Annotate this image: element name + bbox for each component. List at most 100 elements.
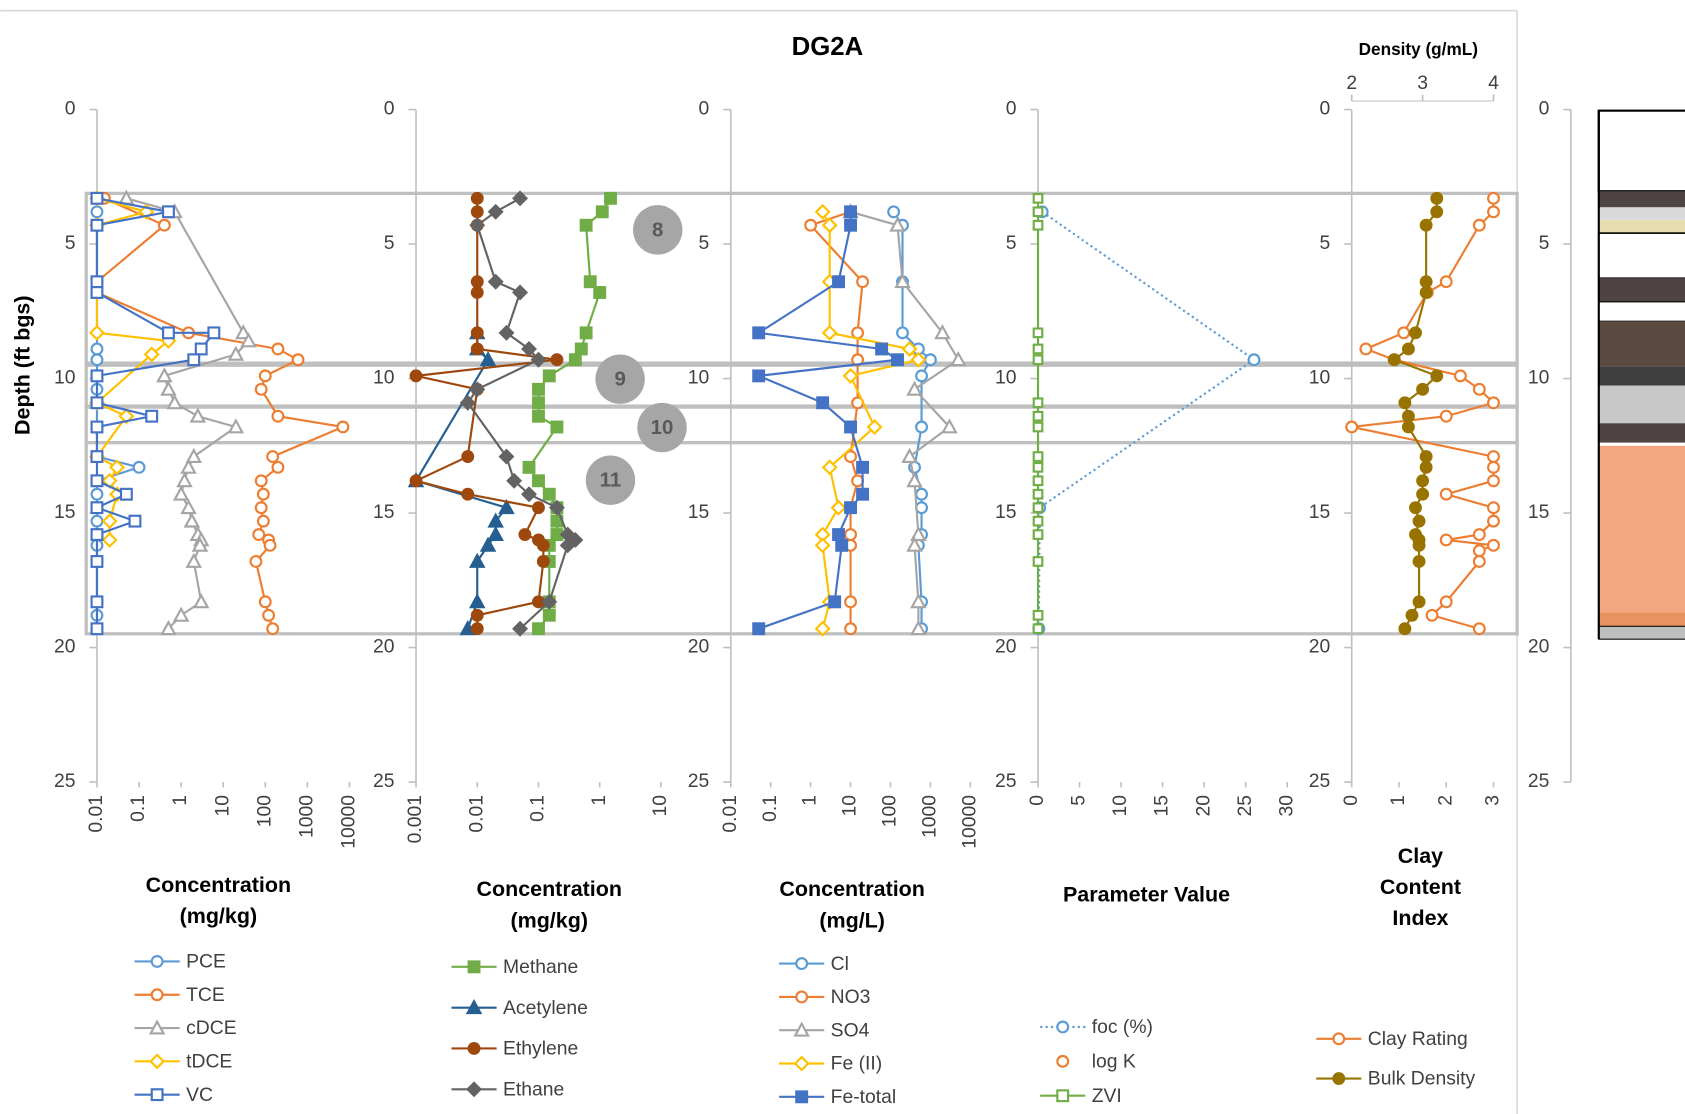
data-point [470,205,484,219]
data-point [90,353,104,367]
legend-marker [793,1021,810,1037]
y-axis-label: Depth (ft bgs) [11,295,35,435]
data-point [844,205,858,219]
y-tick-label: 25 [1309,771,1331,792]
data-point [1247,353,1261,367]
data-point [828,595,842,609]
y-tick-label: 20 [688,637,710,658]
x-tick-label: 0.01 [720,795,741,833]
y-tick-label: 5 [1319,233,1330,254]
data-point [542,608,556,622]
data-point [162,326,175,340]
data-point [906,536,923,552]
zone-label: 9 [614,369,625,391]
y-tick-label: 10 [54,368,75,389]
data-point [851,326,865,340]
data-point [1032,515,1044,527]
data-point [1439,409,1453,423]
y-tick-label: 0 [384,99,395,120]
data-point [1032,397,1044,409]
x-tick-label: 1000 [296,795,317,838]
x-tick-label: 1000 [920,795,941,838]
data-point [1032,192,1044,204]
data-point [1398,622,1412,636]
x-tick-label: 0.001 [405,795,426,843]
x-axis-label: Parameter Value [1063,883,1230,907]
zone-label: 11 [600,470,622,492]
layer [1597,109,1685,193]
series [1032,192,1044,635]
data-point [1487,538,1500,552]
data-point [532,474,545,488]
zone-badge [595,354,645,404]
layer [1598,301,1685,322]
zone-badge [633,205,683,255]
data-point [506,472,523,489]
legend-label: Fe (II) [831,1054,883,1075]
data-point [1032,343,1044,355]
y-tick-label: 10 [995,368,1017,389]
lithology-column [1597,109,1685,640]
data-point [1472,622,1486,636]
series [1387,191,1444,636]
x-tick-label: 100 [254,795,275,827]
data-point [461,487,475,501]
data-point [814,537,831,554]
data-point [842,367,859,384]
data-point [923,353,937,367]
y-tick-label: 20 [373,637,395,658]
x-axis-label: Content [1380,875,1461,899]
data-point [542,369,556,383]
data-point [192,593,210,609]
data-point [90,501,104,515]
legend-label: Ethane [503,1079,564,1100]
legend-marker [795,1090,809,1104]
data-point [90,396,104,410]
x-tick-label: 0.01 [466,795,487,833]
data-point [1487,205,1500,219]
y-tick-label: 5 [384,233,395,254]
data-point [1425,608,1439,622]
data-point [249,555,263,568]
x-tick-label: 10000 [959,795,980,849]
data-point [90,487,104,501]
data-point [1359,342,1373,356]
data-point [844,420,858,434]
data-point [1419,275,1433,289]
data-point [461,450,475,464]
data-point [176,472,193,488]
data-point [180,498,197,515]
y-tick-label: 15 [995,502,1017,523]
legend-label: cDCE [186,1018,237,1039]
data-point [1032,327,1044,339]
data-point [189,407,207,423]
x-tick-label: 100 [880,795,901,827]
data-point [470,326,484,340]
legend-label: Fe-total [831,1087,897,1108]
data-point [109,459,126,476]
data-point [1419,286,1433,299]
data-point [1430,205,1444,219]
data-point [856,460,870,474]
data-point [1487,396,1500,410]
data-point [172,606,190,622]
chart-title: DG2A [792,33,864,61]
data-point [532,622,545,636]
data-point [530,351,547,368]
x-tick-label: 0.1 [128,795,149,822]
data-point [90,369,104,383]
y-tick-label: 25 [54,771,75,792]
data-point [90,514,104,528]
data-point [498,448,515,465]
data-point [90,218,104,232]
data-point [1419,450,1433,464]
data-point [1409,326,1422,340]
data-point [191,536,209,552]
y-tick-label: 25 [373,771,395,792]
data-point [258,595,272,609]
series-line [1037,210,1256,629]
zone-label: 10 [651,417,674,439]
y-tick-label: 10 [688,368,710,389]
data-point [548,499,565,516]
data-point [856,275,870,289]
